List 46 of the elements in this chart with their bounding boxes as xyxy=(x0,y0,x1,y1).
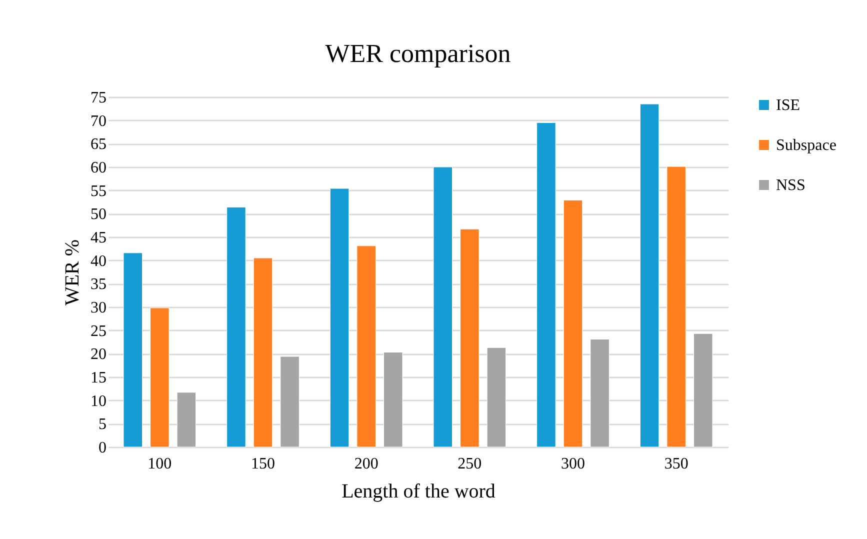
bar xyxy=(433,166,453,448)
legend-label: NSS xyxy=(776,177,806,194)
x-tick-label: 200 xyxy=(354,456,378,472)
x-tick-label: 100 xyxy=(148,456,172,472)
y-tick-label: 55 xyxy=(90,182,106,200)
y-tick-label: 75 xyxy=(90,90,106,106)
bar xyxy=(150,308,170,448)
bar xyxy=(253,258,273,448)
y-tick-label: 10 xyxy=(90,392,106,410)
y-tick-label: 30 xyxy=(90,300,106,316)
bar xyxy=(330,188,350,448)
bar xyxy=(590,338,610,448)
x-tick-label: 250 xyxy=(458,456,482,472)
bar xyxy=(123,252,143,448)
chart-title: WER comparison xyxy=(325,39,511,68)
bar xyxy=(460,228,480,448)
y-tick-label: 60 xyxy=(90,160,106,176)
legend-label: Subspace xyxy=(776,137,836,154)
x-tick-label: 300 xyxy=(561,456,585,472)
y-tick-label: 50 xyxy=(90,206,106,224)
y-tick-label: 15 xyxy=(90,370,106,386)
y-tick-label: 70 xyxy=(90,112,106,130)
legend-label: ISE xyxy=(776,97,800,114)
y-tick-label: 45 xyxy=(90,230,106,246)
bar xyxy=(536,122,556,448)
x-tick-label: 350 xyxy=(664,456,688,472)
bar xyxy=(640,104,660,448)
x-axis-title: Length of the word xyxy=(342,480,496,502)
bar xyxy=(486,347,506,448)
bar xyxy=(693,333,713,448)
bar xyxy=(666,166,686,448)
y-tick-label: 40 xyxy=(90,252,106,270)
y-tick-label: 65 xyxy=(90,136,106,154)
y-tick-label: 25 xyxy=(90,322,106,340)
bar xyxy=(280,356,300,448)
y-tick-label: 5 xyxy=(98,416,106,434)
bar xyxy=(226,206,246,448)
y-tick-label: 35 xyxy=(90,276,106,294)
x-tick-label: 150 xyxy=(251,456,275,472)
bar xyxy=(356,246,376,448)
bar xyxy=(563,200,583,448)
bar xyxy=(383,352,403,448)
bar xyxy=(176,392,196,448)
y-tick-label: 20 xyxy=(90,346,106,364)
y-axis-title: WER % xyxy=(62,239,84,306)
y-tick-label: 0 xyxy=(98,440,106,456)
